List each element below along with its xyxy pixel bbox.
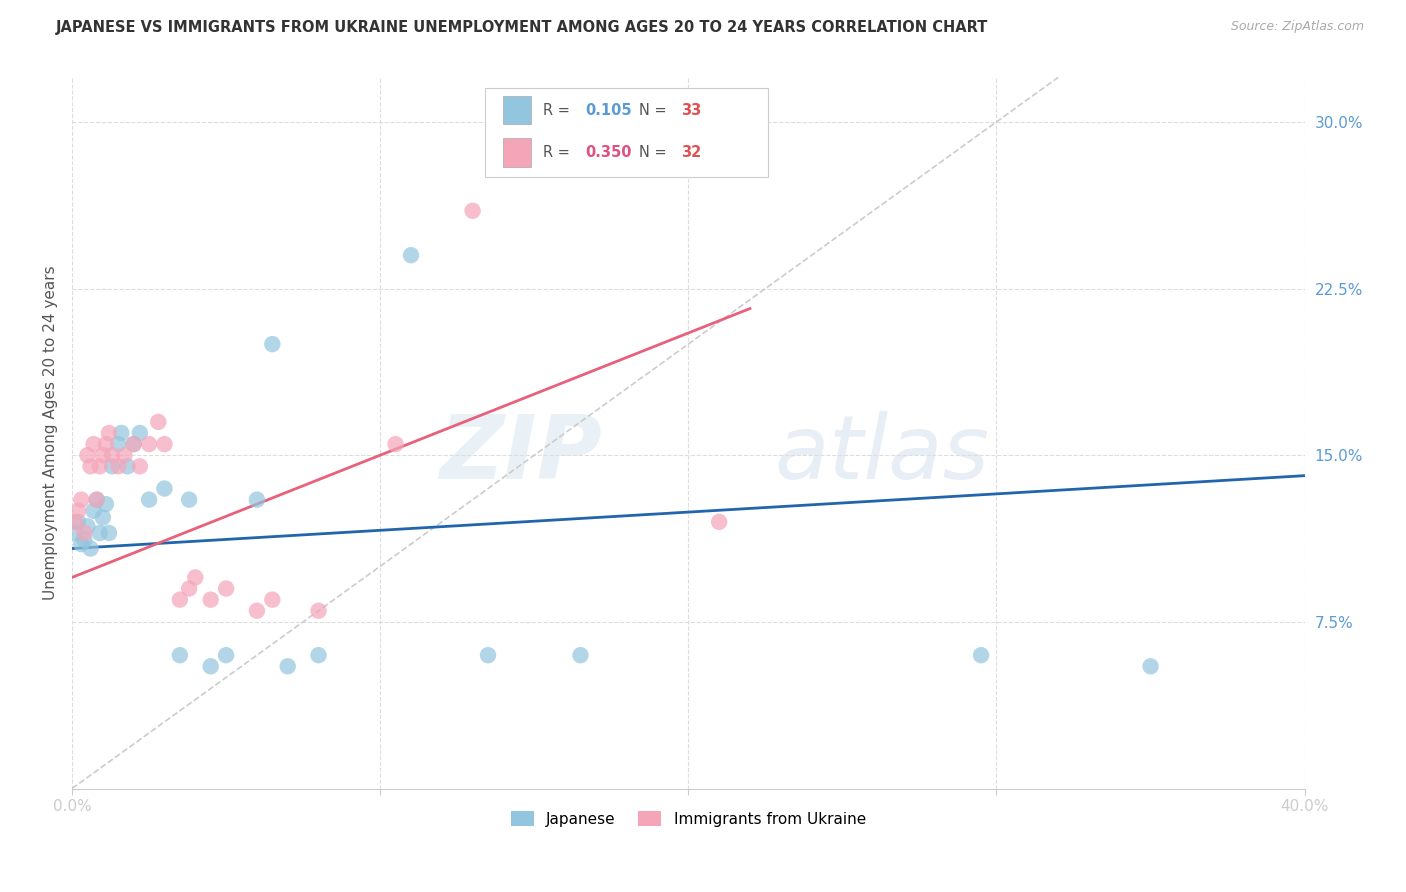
Text: ZIP: ZIP	[439, 411, 602, 498]
Point	[107, 459, 129, 474]
Point	[179, 492, 201, 507]
Point	[169, 592, 191, 607]
Point	[215, 582, 238, 596]
Point	[117, 459, 139, 474]
Point	[76, 519, 98, 533]
Point	[569, 648, 592, 663]
Point	[262, 592, 284, 607]
Point	[112, 448, 135, 462]
Point	[215, 648, 238, 663]
Point	[89, 459, 111, 474]
Point	[63, 515, 86, 529]
Point	[83, 437, 105, 451]
FancyBboxPatch shape	[485, 88, 769, 177]
Text: 0.105: 0.105	[585, 103, 631, 118]
Point	[76, 448, 98, 462]
Point	[110, 425, 132, 440]
Point	[169, 648, 191, 663]
Point	[308, 604, 330, 618]
Point	[107, 437, 129, 451]
Point	[101, 459, 124, 474]
Point	[83, 504, 105, 518]
Point	[98, 526, 121, 541]
Point	[477, 648, 499, 663]
Point	[153, 482, 176, 496]
Point	[128, 425, 150, 440]
Point	[70, 537, 93, 551]
Point	[179, 582, 201, 596]
Text: Source: ZipAtlas.com: Source: ZipAtlas.com	[1230, 20, 1364, 33]
Point	[89, 526, 111, 541]
Point	[73, 526, 96, 541]
Text: 33: 33	[681, 103, 702, 118]
Point	[91, 510, 114, 524]
Point	[79, 541, 101, 556]
Text: 32: 32	[681, 145, 702, 161]
Point	[94, 497, 117, 511]
Point	[970, 648, 993, 663]
Point	[122, 437, 145, 451]
Point	[1139, 659, 1161, 673]
Legend: Japanese, Immigrants from Ukraine: Japanese, Immigrants from Ukraine	[503, 803, 873, 834]
Text: R =: R =	[543, 103, 575, 118]
Point	[138, 437, 160, 451]
Point	[101, 448, 124, 462]
Point	[79, 459, 101, 474]
Point	[67, 504, 90, 518]
Point	[128, 459, 150, 474]
Point	[98, 425, 121, 440]
Point	[86, 492, 108, 507]
Point	[184, 570, 207, 584]
Point	[86, 492, 108, 507]
Point	[200, 592, 222, 607]
Point	[148, 415, 170, 429]
Y-axis label: Unemployment Among Ages 20 to 24 years: Unemployment Among Ages 20 to 24 years	[44, 266, 58, 600]
Text: 0.350: 0.350	[585, 145, 631, 161]
Point	[67, 515, 90, 529]
Point	[554, 159, 576, 173]
Bar	[503, 96, 530, 124]
Point	[277, 659, 299, 673]
Point	[138, 492, 160, 507]
Point	[308, 648, 330, 663]
Point	[63, 526, 86, 541]
Point	[153, 437, 176, 451]
Point	[707, 515, 730, 529]
Point	[461, 203, 484, 218]
Point	[91, 448, 114, 462]
Point	[246, 604, 269, 618]
Point	[94, 437, 117, 451]
Point	[70, 492, 93, 507]
Point	[262, 337, 284, 351]
Point	[122, 437, 145, 451]
Bar	[503, 138, 530, 167]
Point	[399, 248, 422, 262]
Text: N =: N =	[640, 145, 671, 161]
Text: atlas: atlas	[775, 411, 990, 498]
Text: JAPANESE VS IMMIGRANTS FROM UKRAINE UNEMPLOYMENT AMONG AGES 20 TO 24 YEARS CORRE: JAPANESE VS IMMIGRANTS FROM UKRAINE UNEM…	[56, 20, 988, 35]
Text: R =: R =	[543, 145, 575, 161]
Point	[246, 492, 269, 507]
Point	[384, 437, 406, 451]
Point	[73, 533, 96, 547]
Text: N =: N =	[640, 103, 671, 118]
Point	[200, 659, 222, 673]
